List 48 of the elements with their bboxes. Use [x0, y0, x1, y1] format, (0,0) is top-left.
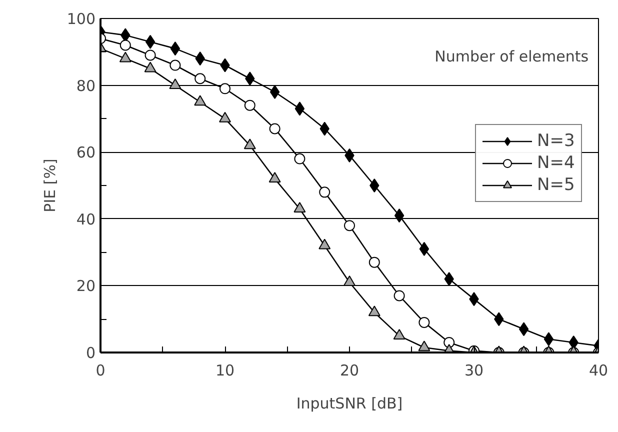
- x-tick-label: 20: [340, 362, 360, 380]
- point: [294, 102, 305, 116]
- point: [244, 138, 256, 150]
- point: [269, 123, 280, 134]
- point: [194, 95, 206, 106]
- point: [394, 290, 405, 302]
- point: [419, 242, 430, 256]
- y-tick-label: 100: [66, 10, 96, 28]
- y-tick-label: 40: [76, 210, 96, 228]
- y-axis-title: PIE [%]: [40, 158, 59, 212]
- legend-label: N=4: [537, 153, 575, 173]
- point: [344, 276, 356, 286]
- x-tick-label: 30: [464, 362, 484, 380]
- point: [344, 220, 355, 232]
- point: [170, 60, 181, 71]
- point: [220, 83, 230, 94]
- point: [370, 178, 380, 192]
- legend-label: N=3: [537, 131, 575, 151]
- x-tick-label: 40: [588, 362, 608, 380]
- legend-title: Number of elements: [434, 47, 589, 66]
- point: [170, 42, 180, 56]
- x-tick-label: 10: [215, 362, 235, 380]
- point: [418, 340, 430, 352]
- point: [319, 186, 330, 198]
- point: [120, 40, 131, 51]
- point: [270, 84, 280, 99]
- point: [145, 34, 156, 49]
- point: [294, 202, 306, 213]
- point: [518, 322, 529, 336]
- point: [368, 306, 380, 316]
- point: [393, 328, 406, 340]
- point: [318, 238, 331, 250]
- point: [294, 153, 306, 164]
- y-tick-label: 20: [76, 277, 96, 296]
- point: [268, 172, 281, 182]
- point: [144, 50, 156, 61]
- y-tick-label: 60: [76, 144, 96, 162]
- legend-label: N=5: [537, 175, 575, 195]
- point: [244, 100, 256, 111]
- point: [544, 332, 554, 346]
- y-tick-label: 80: [76, 76, 96, 95]
- point: [194, 73, 206, 84]
- point: [394, 208, 404, 223]
- x-axis-title: InputSNR [dB]: [296, 394, 403, 412]
- point: [219, 112, 231, 122]
- point: [418, 316, 430, 328]
- point: [368, 256, 380, 268]
- y-tick-label: 0: [86, 344, 96, 362]
